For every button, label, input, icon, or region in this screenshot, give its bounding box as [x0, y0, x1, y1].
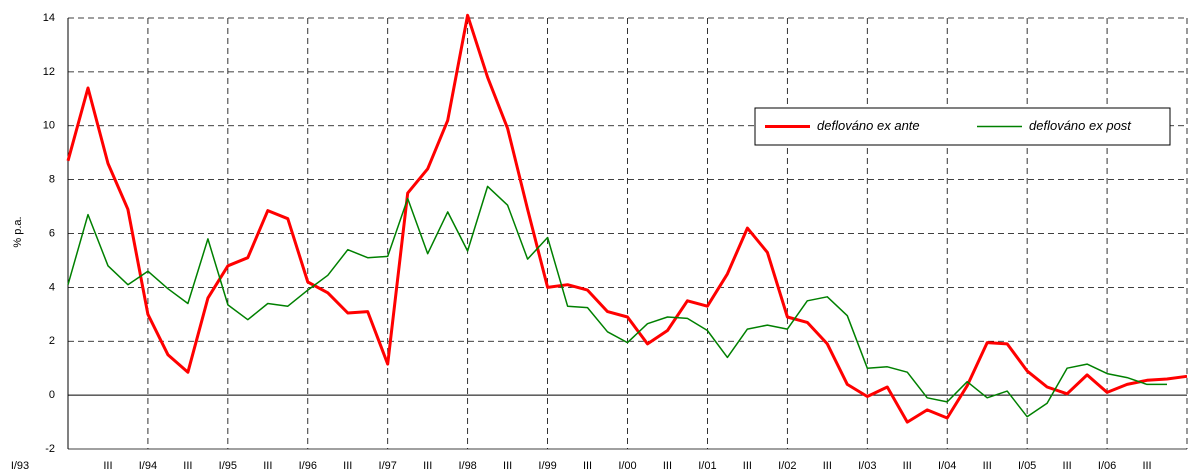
x-tick-label: III: [583, 460, 592, 472]
x-tick-label: I/98: [458, 460, 476, 472]
y-tick-label: 2: [49, 335, 55, 347]
legend-label: deflováno ex ante: [817, 118, 920, 133]
x-tick-label: III: [423, 460, 432, 472]
x-tick-label: III: [903, 460, 912, 472]
y-tick-label: 0: [49, 389, 55, 401]
x-tick-label: III: [183, 460, 192, 472]
y-tick-label: 6: [49, 227, 55, 239]
x-tick-label: III: [743, 460, 752, 472]
x-tick-label: I/06: [1098, 460, 1116, 472]
legend-label: deflováno ex post: [1029, 118, 1132, 133]
x-tick-label: III: [663, 460, 672, 472]
x-tick-label: III: [1142, 460, 1151, 472]
series-line: [67, 185, 1167, 418]
x-tick-label: I/94: [139, 460, 157, 472]
x-tick-label: III: [823, 460, 832, 472]
y-tick-label: -2: [45, 443, 55, 455]
x-tick-label: III: [983, 460, 992, 472]
x-tick-label: I/01: [698, 460, 716, 472]
y-tick-label: 12: [43, 66, 55, 78]
x-tick-label: I/93: [11, 460, 29, 472]
x-tick-label: III: [263, 460, 272, 472]
x-tick-label: I/03: [858, 460, 876, 472]
x-tick-label: I/99: [538, 460, 556, 472]
x-tick-label: I/00: [618, 460, 636, 472]
x-tick-label: I/95: [219, 460, 237, 472]
y-tick-label: 10: [43, 120, 55, 132]
x-tick-label: III: [1063, 460, 1072, 472]
x-tick-label: I/96: [299, 460, 317, 472]
y-tick-label: 8: [49, 174, 55, 186]
x-tick-label: I/05: [1018, 460, 1036, 472]
x-tick-label: I/04: [938, 460, 956, 472]
x-tick-label: I/97: [379, 460, 397, 472]
y-tick-label: 14: [43, 12, 55, 24]
x-tick-label: III: [103, 460, 112, 472]
y-axis-label: % p.a.: [12, 216, 24, 247]
x-tick-label: III: [343, 460, 352, 472]
x-tick-label: I/02: [778, 460, 796, 472]
series-line: [66, 13, 1188, 424]
legend-box: [754, 107, 1171, 146]
x-tick-label: III: [503, 460, 512, 472]
y-tick-label: 4: [49, 281, 55, 293]
